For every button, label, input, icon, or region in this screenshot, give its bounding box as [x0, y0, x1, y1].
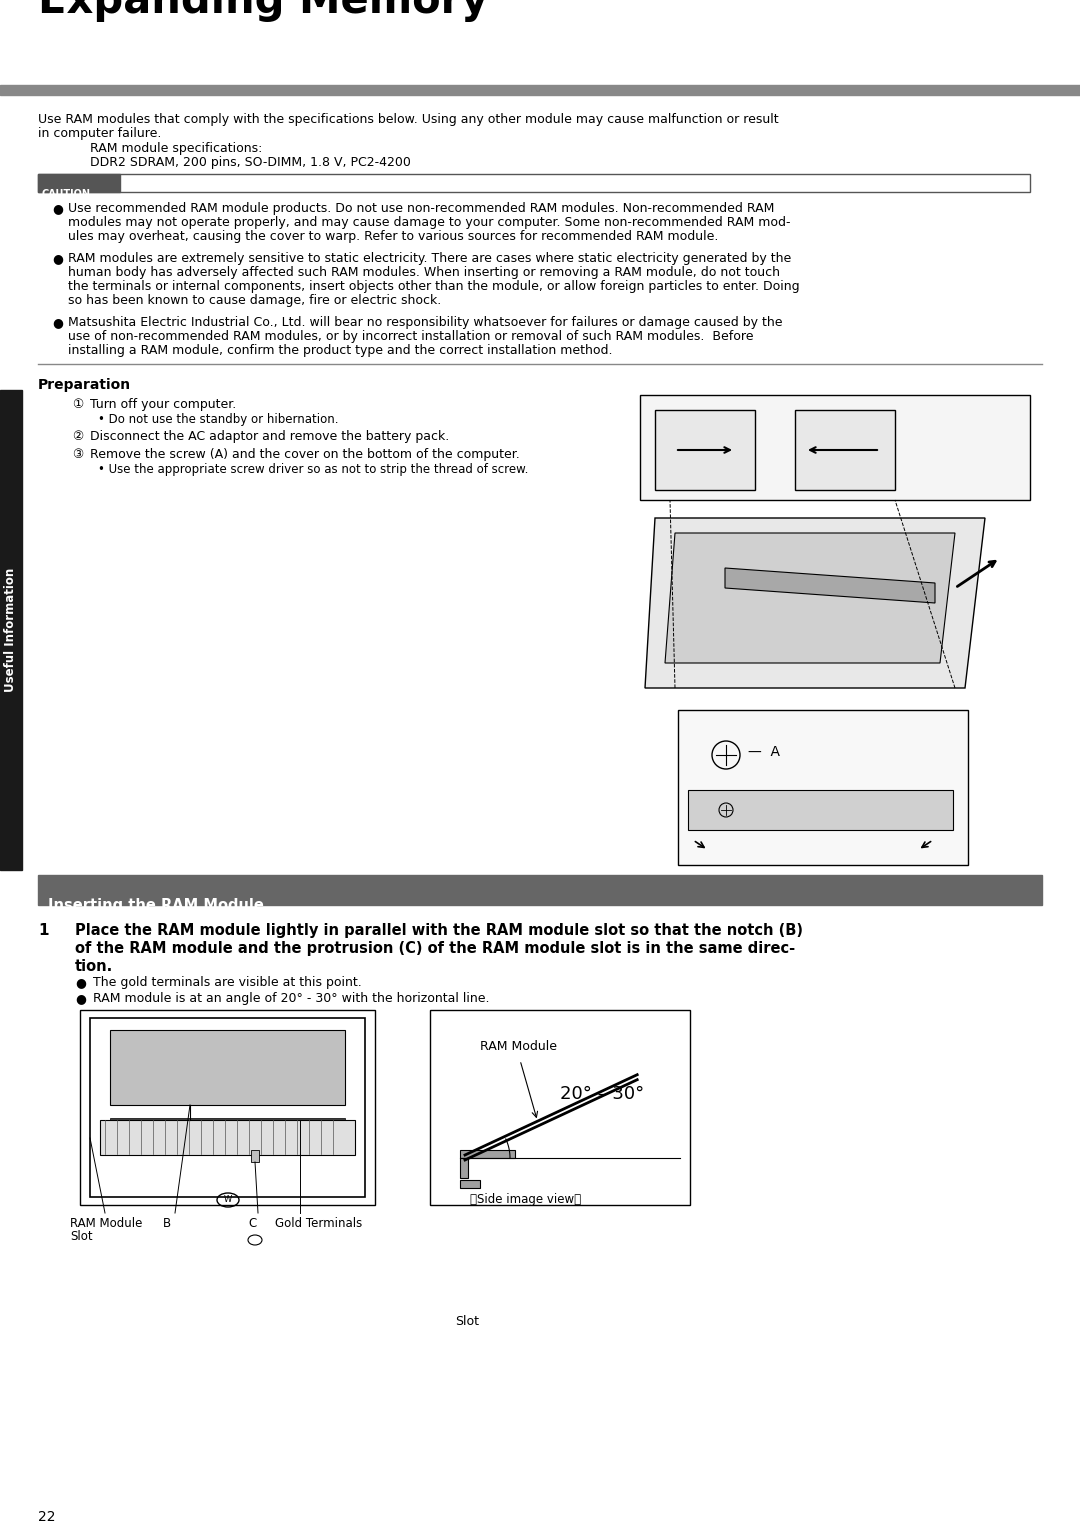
Text: ●: ●	[52, 316, 63, 329]
Text: Slot: Slot	[70, 1230, 93, 1242]
Text: in computer failure.: in computer failure.	[38, 127, 161, 141]
Text: ②: ②	[72, 429, 83, 443]
Bar	[38, 876, 1042, 905]
Bar	[430, 1010, 690, 1206]
Bar	[100, 1120, 355, 1155]
Bar	[38, 174, 120, 193]
Text: —  A: — A	[748, 746, 780, 759]
Text: of the RAM module and the protrusion (C) of the RAM module slot is in the same d: of the RAM module and the protrusion (C)…	[75, 941, 795, 957]
Text: RAM module specifications:: RAM module specifications:	[90, 142, 262, 154]
Bar	[678, 711, 968, 865]
Bar	[688, 790, 953, 830]
Text: 1: 1	[38, 923, 49, 938]
Text: Remove the screw (A) and the cover on the bottom of the computer.: Remove the screw (A) and the cover on th…	[90, 448, 519, 461]
Text: B: B	[163, 1216, 171, 1230]
Text: Turn off your computer.: Turn off your computer.	[90, 397, 237, 411]
Text: ●: ●	[52, 252, 63, 264]
Text: Use recommended RAM module products. Do not use non-recommended RAM modules. Non: Use recommended RAM module products. Do …	[68, 202, 774, 215]
Text: RAM modules are extremely sensitive to static electricity. There are cases where: RAM modules are extremely sensitive to s…	[68, 252, 792, 264]
Text: • Do not use the standby or hibernation.: • Do not use the standby or hibernation.	[98, 413, 338, 426]
Text: C: C	[248, 1216, 256, 1230]
Text: （Side image view）: （Side image view）	[470, 1193, 581, 1206]
Text: Gold Terminals: Gold Terminals	[275, 1216, 362, 1230]
Text: DDR2 SDRAM, 200 pins, SO-DIMM, 1.8 V, PC2-4200: DDR2 SDRAM, 200 pins, SO-DIMM, 1.8 V, PC…	[90, 156, 410, 170]
Text: CAUTION: CAUTION	[42, 189, 91, 199]
Text: human body has adversely affected such RAM modules. When inserting or removing a: human body has adversely affected such R…	[68, 266, 780, 280]
Bar	[110, 1030, 345, 1105]
Text: Preparation: Preparation	[38, 377, 131, 393]
Text: RAM module is at an angle of 20° - 30° with the horizontal line.: RAM module is at an angle of 20° - 30° w…	[93, 992, 489, 1005]
Bar	[0, 86, 1080, 95]
Text: Place the RAM module lightly in parallel with the RAM module slot so that the no: Place the RAM module lightly in parallel…	[75, 923, 804, 938]
Text: Inserting the RAM Module: Inserting the RAM Module	[48, 898, 264, 914]
Text: ●: ●	[75, 992, 86, 1005]
Text: ●: ●	[52, 202, 63, 215]
Text: installing a RAM module, confirm the product type and the correct installation m: installing a RAM module, confirm the pro…	[68, 344, 612, 358]
Bar	[80, 1010, 375, 1206]
Text: so has been known to cause damage, fire or electric shock.: so has been known to cause damage, fire …	[68, 293, 442, 307]
Text: ules may overheat, causing the cover to warp. Refer to various sources for recom: ules may overheat, causing the cover to …	[68, 231, 718, 243]
Text: The gold terminals are visible at this point.: The gold terminals are visible at this p…	[93, 976, 362, 989]
Text: Slot: Slot	[455, 1316, 480, 1328]
Text: ③: ③	[72, 448, 83, 461]
Text: W: W	[224, 1195, 232, 1204]
Bar	[90, 1018, 365, 1196]
Text: the terminals or internal components, insert objects other than the module, or a: the terminals or internal components, in…	[68, 280, 799, 293]
Bar	[110, 1118, 345, 1131]
Text: 22: 22	[38, 1510, 55, 1523]
Bar	[640, 396, 1030, 500]
Bar	[38, 174, 1030, 193]
Polygon shape	[725, 568, 935, 604]
Bar	[251, 1151, 259, 1161]
Text: ①: ①	[72, 397, 83, 411]
Text: use of non-recommended RAM modules, or by incorrect installation or removal of s: use of non-recommended RAM modules, or b…	[68, 330, 754, 342]
Text: 20° – 30°: 20° – 30°	[561, 1085, 645, 1103]
Text: Use RAM modules that comply with the specifications below. Using any other modul: Use RAM modules that comply with the spe…	[38, 113, 779, 125]
Bar	[795, 410, 895, 490]
Text: tion.: tion.	[75, 960, 113, 973]
Text: ●: ●	[75, 976, 86, 989]
Text: Expanding Memory: Expanding Memory	[38, 0, 488, 21]
Bar	[460, 1180, 480, 1187]
Bar	[654, 410, 755, 490]
Text: Useful Information: Useful Information	[4, 568, 17, 692]
Polygon shape	[645, 518, 985, 688]
Text: • Use the appropriate screw driver so as not to strip the thread of screw.: • Use the appropriate screw driver so as…	[98, 463, 528, 477]
Text: Matsushita Electric Industrial Co., Ltd. will bear no responsibility whatsoever : Matsushita Electric Industrial Co., Ltd.…	[68, 316, 783, 329]
Bar	[460, 1158, 468, 1178]
Polygon shape	[665, 533, 955, 663]
Bar	[460, 1151, 515, 1158]
Text: modules may not operate properly, and may cause damage to your computer. Some no: modules may not operate properly, and ma…	[68, 215, 791, 229]
Text: RAM Module: RAM Module	[70, 1216, 143, 1230]
Text: Disconnect the AC adaptor and remove the battery pack.: Disconnect the AC adaptor and remove the…	[90, 429, 449, 443]
Bar	[0, 390, 22, 869]
Text: RAM Module: RAM Module	[480, 1041, 557, 1053]
